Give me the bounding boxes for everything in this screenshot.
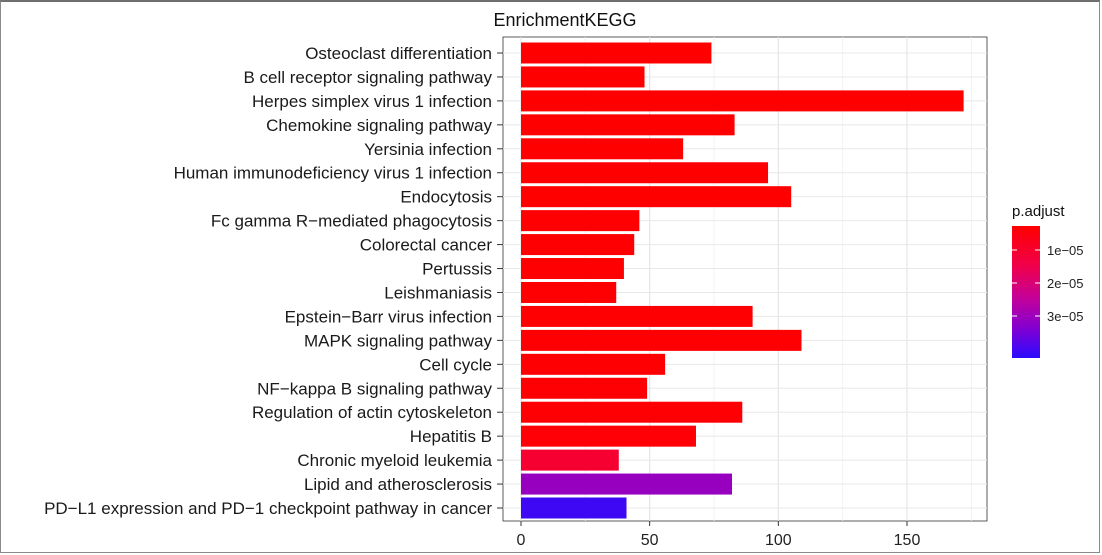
bar: [521, 210, 640, 232]
category-label: Herpes simplex virus 1 infection: [252, 92, 492, 111]
category-label: Chemokine signaling pathway: [266, 116, 492, 135]
category-label: Regulation of actin cytoskeleton: [252, 403, 492, 422]
color-legend: p.adjust 1e−05 2e−05 3e−05: [1012, 203, 1084, 358]
legend-colorbar: [1012, 226, 1040, 358]
bar: [521, 401, 743, 423]
legend-title: p.adjust: [1012, 203, 1065, 220]
bar: [521, 449, 619, 471]
bar: [521, 114, 735, 136]
bar: [521, 234, 635, 256]
x-tick-label: 50: [641, 532, 659, 549]
category-label: Chronic myeloid leukemia: [297, 451, 492, 470]
category-label: Leishmaniasis: [384, 283, 492, 302]
category-label: Colorectal cancer: [360, 236, 493, 255]
x-tick-label: 100: [765, 532, 792, 549]
bars: [521, 42, 964, 519]
category-label: Yersinia infection: [364, 140, 492, 159]
bar: [521, 90, 964, 112]
category-label: PD−L1 expression and PD−1 checkpoint pat…: [44, 499, 492, 518]
x-axis-ticks: 0 50 100 150: [517, 521, 921, 549]
legend-tick-label: 2e−05: [1047, 276, 1084, 291]
bar: [521, 473, 733, 495]
category-label: NF−kappa B signaling pathway: [257, 379, 492, 398]
legend-tick-label: 1e−05: [1047, 243, 1084, 258]
legend-tick-label: 3e−05: [1047, 309, 1084, 324]
category-label: Epstein−Barr virus infection: [285, 307, 492, 326]
legend-ticks: 1e−05 2e−05 3e−05: [1012, 243, 1084, 324]
bar: [521, 329, 802, 351]
category-label: Endocytosis: [400, 188, 492, 207]
bar: [521, 497, 627, 519]
bar: [521, 186, 792, 208]
category-label: Hepatitis B: [410, 427, 492, 446]
category-label: Pertussis: [422, 260, 492, 279]
category-label: Human immunodeficiency virus 1 infection: [174, 164, 492, 183]
category-label: Cell cycle: [419, 355, 492, 374]
bar: [521, 258, 624, 280]
bar: [521, 162, 769, 184]
x-tick-label: 0: [517, 532, 526, 549]
category-label: Osteoclast differentiation: [305, 44, 492, 63]
bar: [521, 66, 645, 88]
bar: [521, 377, 648, 399]
category-label: Lipid and atherosclerosis: [304, 475, 492, 494]
category-label: Fc gamma R−mediated phagocytosis: [211, 212, 492, 231]
category-label: B cell receptor signaling pathway: [243, 68, 492, 87]
bar: [521, 425, 696, 447]
category-labels: Osteoclast differentiation B cell recepto…: [44, 44, 503, 518]
bar: [521, 281, 617, 303]
bar: [521, 305, 753, 327]
chart-title: EnrichmentKEGG: [493, 10, 636, 30]
bar: [521, 42, 712, 64]
bar: [521, 353, 666, 375]
bar: [521, 138, 684, 160]
category-label: MAPK signaling pathway: [304, 331, 493, 350]
x-tick-label: 150: [894, 532, 921, 549]
